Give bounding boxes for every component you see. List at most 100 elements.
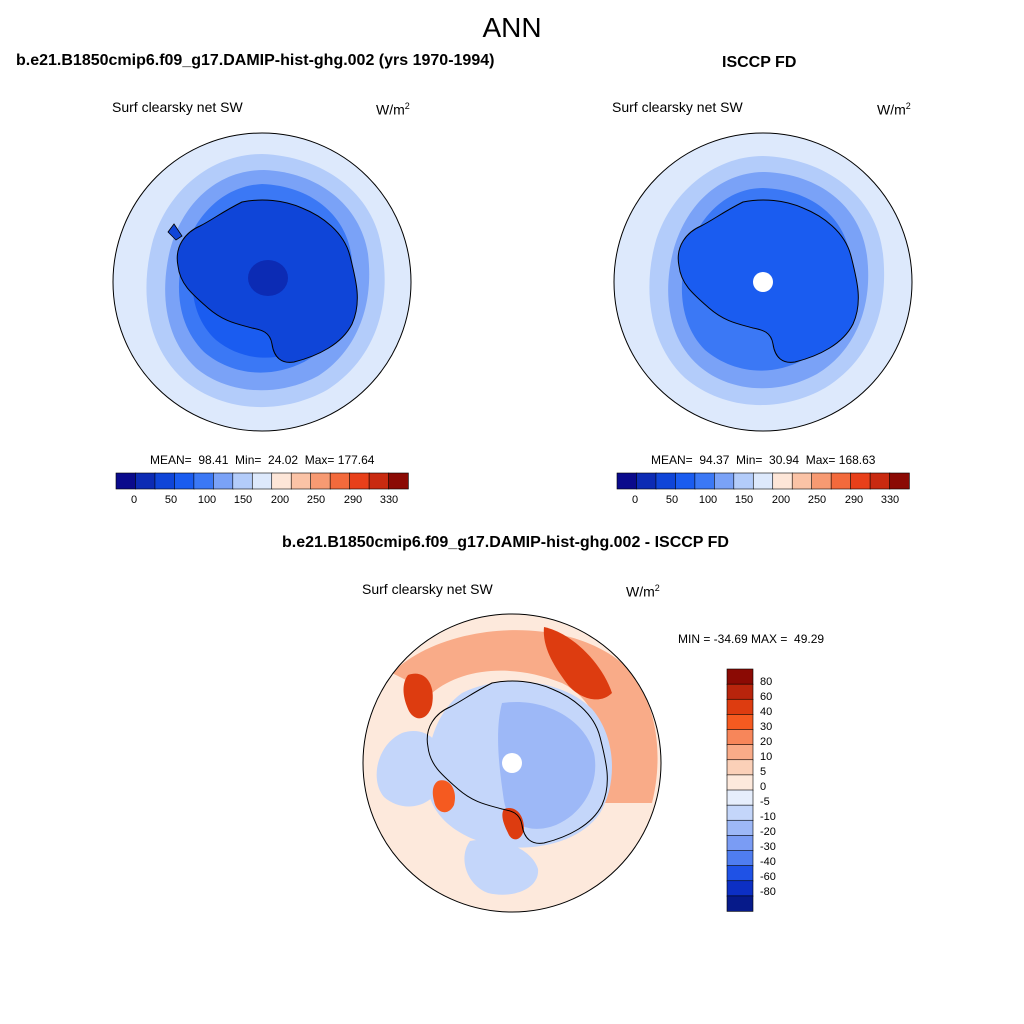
panel-1-colorbar: [115, 472, 409, 490]
panel-1-colorbar-swatch: [232, 472, 253, 490]
panel-1-units-label: W/m2: [376, 101, 410, 118]
panel-2-colorbar-swatch: [655, 472, 677, 490]
diff-tick-13: -60: [760, 871, 776, 883]
panel-1-colorbar-swatch: [349, 472, 370, 490]
panel-1-colorbar-swatch: [290, 472, 312, 490]
panel-2-tick-4: 200: [771, 494, 791, 506]
diff-antarctica-coast: [426, 680, 608, 844]
panel-2-tick-6: 290: [844, 494, 864, 506]
diff-tick-5: 10: [760, 751, 773, 763]
diff-tick-6: 5: [760, 766, 767, 778]
panel-2-colorbar-swatch: [772, 472, 793, 490]
panel-2-colorbar-swatch: [714, 472, 735, 490]
panel-2-colorbar-swatch: [636, 472, 657, 490]
panel-1-map-border: [112, 132, 412, 432]
panel-1-colorbar-swatch: [329, 472, 351, 490]
diff-field-peninsula-positive: [403, 673, 433, 719]
diff-tick-3: 30: [760, 721, 773, 733]
diff-variable-label: Surf clearsky net SW: [362, 581, 493, 597]
panel-1-tick-6: 290: [343, 494, 363, 506]
panel-2-colorbar-swatch: [811, 472, 832, 490]
panel-2-stats: MEAN= 94.37 Min= 30.94 Max= 168.63: [651, 453, 876, 467]
diff-colorbar-swatch: [726, 714, 754, 731]
panel-1-tick-0: 0: [130, 494, 138, 506]
diff-tick-14: -80: [760, 886, 776, 898]
panel-1-colorbar-swatch: [271, 472, 292, 490]
panel-1-tick-3: 150: [233, 494, 253, 506]
panel-1-colorbar-swatch: [193, 472, 215, 490]
diff-polar-map: [362, 613, 662, 913]
diff-colorbar-swatch: [726, 895, 754, 912]
panel-2-colorbar-swatch: [869, 472, 891, 490]
diff-colorbar-swatch: [726, 850, 754, 867]
diff-tick-9: -10: [760, 811, 776, 823]
panel-2-colorbar-swatch: [791, 472, 813, 490]
panel-2-colorbar-swatch: [889, 472, 910, 490]
panel-2-colorbar-swatch: [675, 472, 696, 490]
panel-2-tick-5: 250: [807, 494, 827, 506]
diff-colorbar-swatch: [726, 744, 754, 761]
diff-colorbar-swatch: [726, 804, 754, 821]
diff-field-negative-north: [464, 839, 539, 895]
diff-minmax: MIN = -34.69 MAX = 49.29: [678, 632, 825, 646]
panel-2-units-label: W/m2: [877, 101, 911, 118]
panel-2-colorbar-swatch: [850, 472, 871, 490]
panel-2-tick-3: 150: [734, 494, 754, 506]
diff-tick-12: -40: [760, 856, 776, 868]
diff-colorbar-swatch: [726, 774, 754, 791]
panel-1-colorbar-swatch: [115, 472, 137, 490]
panel-1-colorbar-swatch: [251, 472, 273, 490]
panel-2-tick-1: 50: [665, 494, 679, 506]
panel-1-polar-map: [112, 132, 412, 432]
panel-1-variable-label: Surf clearsky net SW: [112, 99, 243, 115]
diff-tick-10: -20: [760, 826, 776, 838]
diff-colorbar-ticks: 80 60 40 30 20 10 5 0 -5 -10 -20 -30 -40…: [760, 676, 800, 916]
panel-1-colorbar-swatch: [135, 472, 156, 490]
diff-colorbar-swatch: [726, 698, 754, 716]
panel-2-colorbar-ticks: 0 50 100 150 200 250 290 330: [617, 494, 909, 508]
diff-pole-hole: [502, 753, 522, 773]
diff-colorbar: [726, 668, 754, 912]
diff-field-negative-core: [498, 701, 596, 829]
panel-1-interior-min: [248, 260, 288, 296]
panel-2-colorbar-swatch: [733, 472, 754, 490]
panel-2-colorbar-swatch: [616, 472, 638, 490]
diff-colorbar-swatch: [726, 835, 754, 852]
diff-tick-0: 80: [760, 676, 773, 688]
diff-panel-title: b.e21.B1850cmip6.f09_g17.DAMIP-hist-ghg.…: [282, 534, 729, 551]
panel-1-colorbar-swatch: [388, 472, 409, 490]
panel-2-colorbar-swatch: [694, 472, 716, 490]
diff-colorbar-swatch: [726, 819, 754, 837]
panel-1-tick-1: 50: [164, 494, 178, 506]
panel-1-tick-7: 330: [379, 494, 399, 506]
diff-field-strong-positive: [543, 627, 612, 700]
diff-field-weddell-positive: [432, 780, 456, 813]
panel-1-colorbar-swatch: [368, 472, 390, 490]
panel-1-tick-2: 100: [197, 494, 217, 506]
diff-colorbar-swatch: [726, 865, 754, 882]
panel-2-polar-map: [613, 132, 913, 432]
diff-colorbar-swatch: [726, 683, 754, 700]
panel-2-map-border: [613, 132, 913, 432]
panel-2-tick-2: 100: [698, 494, 718, 506]
diff-map-border: [362, 613, 662, 913]
panel-2-colorbar-swatch: [830, 472, 852, 490]
panel-1-colorbar-ticks: 0 50 100 150 200 250 290 330: [116, 494, 408, 508]
panel-1-colorbar-swatch: [154, 472, 176, 490]
diff-tick-4: 20: [760, 736, 773, 748]
diff-colorbar-swatch: [726, 880, 754, 897]
panel-2-tick-7: 330: [880, 494, 900, 506]
panel-2-title: ISCCP FD: [722, 54, 797, 71]
diff-colorbar-swatch: [726, 729, 754, 746]
panel-1-tick-4: 200: [270, 494, 290, 506]
panel-1-tick-5: 250: [306, 494, 326, 506]
main-title: ANN: [482, 12, 542, 43]
diff-colorbar-swatch: [726, 668, 754, 685]
panel-1-colorbar-swatch: [310, 472, 331, 490]
panel-2-variable-label: Surf clearsky net SW: [612, 99, 743, 115]
panel-2-pole-hole: [753, 272, 773, 292]
panel-1-peninsula: [167, 223, 183, 241]
diff-tick-8: -5: [760, 796, 770, 808]
panel-1-colorbar-swatch: [174, 472, 195, 490]
panel-1-colorbar-swatch: [213, 472, 234, 490]
